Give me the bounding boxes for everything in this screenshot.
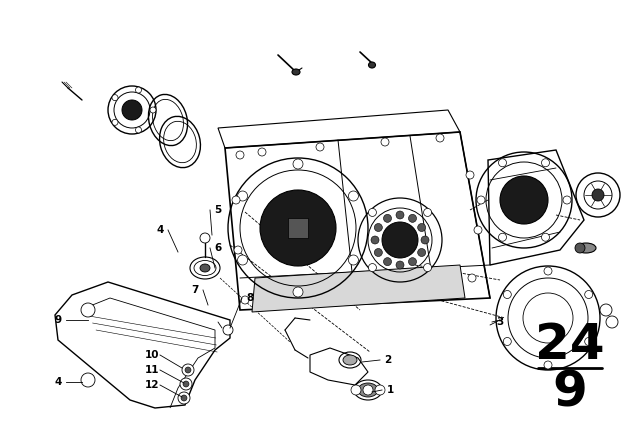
Ellipse shape <box>292 69 300 75</box>
Text: 3: 3 <box>497 317 504 327</box>
Text: 5: 5 <box>214 205 221 215</box>
Circle shape <box>81 373 95 387</box>
Text: 4: 4 <box>156 225 164 235</box>
Circle shape <box>369 263 376 271</box>
Circle shape <box>150 107 156 113</box>
Ellipse shape <box>343 355 357 365</box>
Circle shape <box>541 233 550 241</box>
Text: 7: 7 <box>191 285 198 295</box>
Circle shape <box>348 255 358 265</box>
Circle shape <box>383 258 392 266</box>
Circle shape <box>237 255 248 265</box>
Text: 24: 24 <box>535 321 605 369</box>
Circle shape <box>316 143 324 151</box>
Circle shape <box>503 337 511 345</box>
Circle shape <box>374 224 382 232</box>
Circle shape <box>585 290 593 298</box>
Circle shape <box>600 304 612 316</box>
Circle shape <box>181 395 187 401</box>
Circle shape <box>500 176 548 224</box>
Circle shape <box>375 385 385 395</box>
Text: 9: 9 <box>552 368 588 416</box>
Circle shape <box>424 208 431 216</box>
Circle shape <box>592 189 604 201</box>
Circle shape <box>112 119 118 125</box>
Circle shape <box>180 378 192 390</box>
Circle shape <box>381 138 389 146</box>
Polygon shape <box>288 218 308 238</box>
Circle shape <box>258 148 266 156</box>
Circle shape <box>178 392 190 404</box>
Circle shape <box>468 274 476 282</box>
Circle shape <box>182 364 194 376</box>
Circle shape <box>474 226 482 234</box>
Circle shape <box>499 159 506 167</box>
Circle shape <box>136 87 141 93</box>
Circle shape <box>418 224 426 232</box>
Circle shape <box>466 171 474 179</box>
Ellipse shape <box>200 264 210 272</box>
Circle shape <box>563 196 571 204</box>
Circle shape <box>223 325 233 335</box>
Circle shape <box>81 303 95 317</box>
Circle shape <box>374 249 382 257</box>
Circle shape <box>237 191 248 201</box>
Circle shape <box>606 316 618 328</box>
Circle shape <box>408 258 417 266</box>
Circle shape <box>363 385 373 395</box>
Text: 2: 2 <box>385 355 392 365</box>
Circle shape <box>122 100 142 120</box>
Circle shape <box>396 261 404 269</box>
Circle shape <box>232 196 240 204</box>
Ellipse shape <box>369 62 376 68</box>
Circle shape <box>200 233 210 243</box>
Circle shape <box>236 151 244 159</box>
Text: 9: 9 <box>54 315 61 325</box>
Text: 11: 11 <box>145 365 159 375</box>
Circle shape <box>382 222 418 258</box>
Circle shape <box>436 134 444 142</box>
Ellipse shape <box>576 243 596 253</box>
Text: 1: 1 <box>387 385 394 395</box>
Circle shape <box>260 190 336 266</box>
Circle shape <box>234 246 242 254</box>
Text: 10: 10 <box>145 350 159 360</box>
Circle shape <box>477 196 485 204</box>
Circle shape <box>499 233 506 241</box>
Circle shape <box>348 191 358 201</box>
Circle shape <box>136 127 141 133</box>
Circle shape <box>241 296 249 304</box>
Circle shape <box>544 361 552 369</box>
Ellipse shape <box>358 383 378 397</box>
Circle shape <box>575 243 585 253</box>
Circle shape <box>383 214 392 222</box>
Circle shape <box>396 211 404 219</box>
Circle shape <box>369 208 376 216</box>
Circle shape <box>185 367 191 373</box>
Text: 4: 4 <box>54 377 61 387</box>
Circle shape <box>544 267 552 275</box>
Circle shape <box>371 236 379 244</box>
Circle shape <box>293 159 303 169</box>
Circle shape <box>503 290 511 298</box>
Text: 6: 6 <box>214 243 221 253</box>
Circle shape <box>585 337 593 345</box>
Circle shape <box>351 385 361 395</box>
Circle shape <box>183 381 189 387</box>
Circle shape <box>112 95 118 101</box>
Circle shape <box>408 214 417 222</box>
Circle shape <box>421 236 429 244</box>
Text: 8: 8 <box>246 293 253 303</box>
Polygon shape <box>252 265 465 312</box>
Text: 12: 12 <box>145 380 159 390</box>
Circle shape <box>418 249 426 257</box>
Circle shape <box>424 263 431 271</box>
Circle shape <box>541 159 550 167</box>
Circle shape <box>293 287 303 297</box>
